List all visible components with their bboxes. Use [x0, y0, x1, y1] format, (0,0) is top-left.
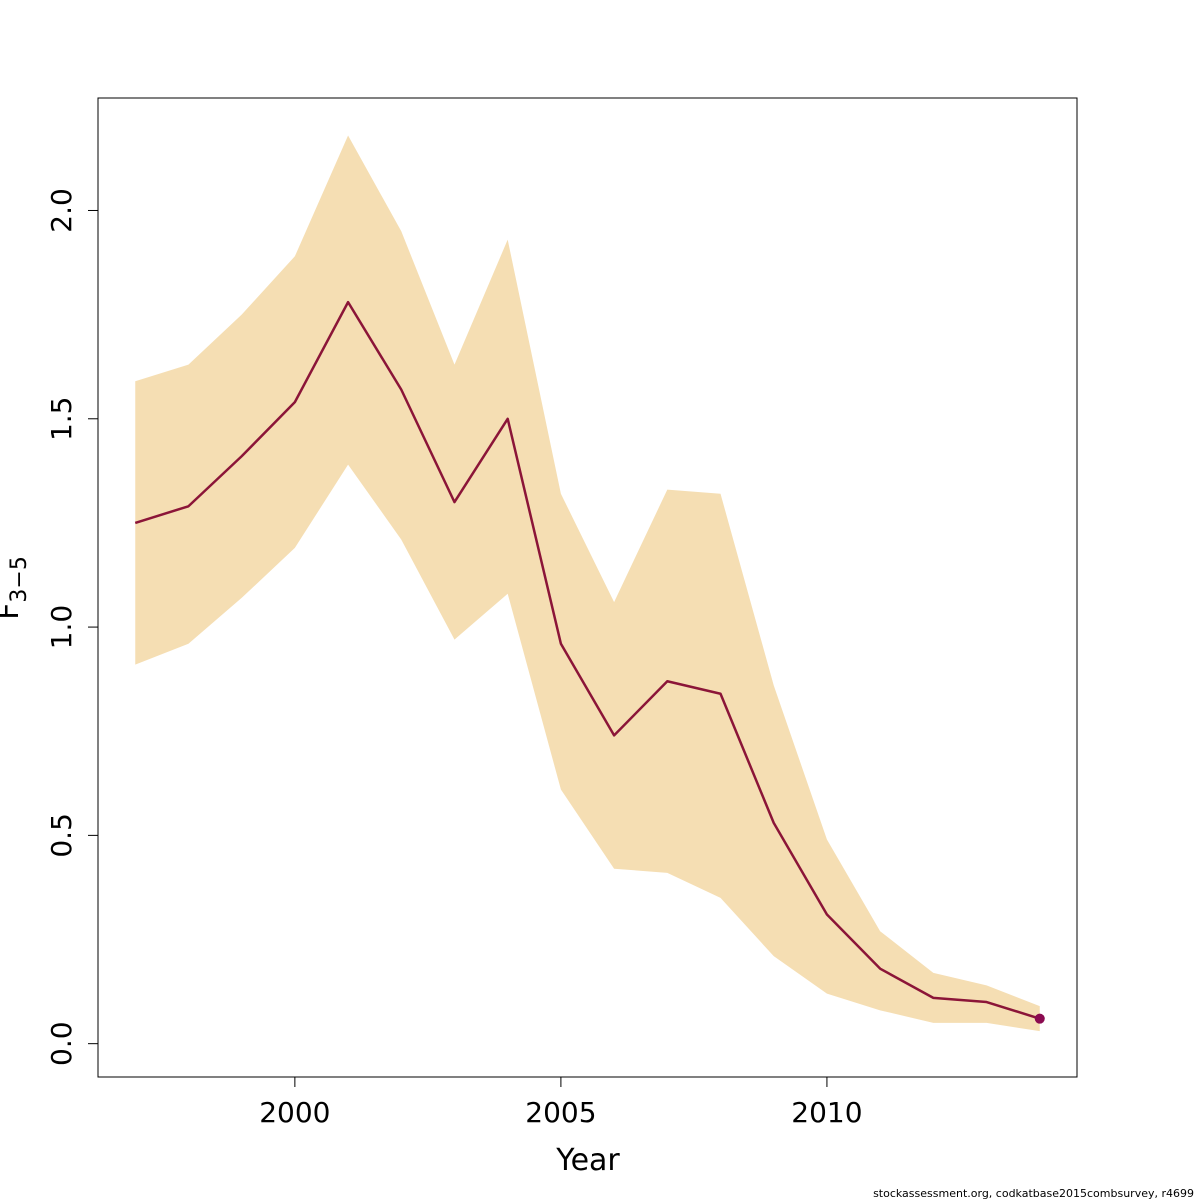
y-axis-title-main: F	[0, 603, 26, 620]
y-tick-label: 0.5	[45, 813, 78, 858]
confidence-band	[135, 135, 1040, 1032]
x-tick-label: 2000	[259, 1096, 330, 1129]
x-tick-label: 2010	[791, 1096, 862, 1129]
estimate-line-layer	[134, 300, 1045, 1024]
confidence-band-layer	[135, 135, 1040, 1032]
y-axis-title-subscript: 3−5	[7, 556, 32, 602]
y-axis-title: F3−5	[0, 556, 32, 620]
x-axis: 2000 2005 2010	[259, 1076, 863, 1129]
y-tick-label: 1.0	[45, 605, 78, 650]
y-axis: 0.0 0.5 1.0 1.5 2.0	[45, 188, 99, 1066]
footer-text: stockassessment.org, codkatbase2015combs…	[873, 1187, 1194, 1200]
y-tick-label: 1.5	[45, 397, 78, 442]
x-axis-title: Year	[555, 1143, 620, 1178]
estimate-line	[134, 300, 1041, 1020]
x-tick-label: 2005	[525, 1096, 596, 1129]
terminal-point	[1034, 1013, 1045, 1024]
y-tick-label: 2.0	[45, 188, 78, 233]
y-tick-label: 0.0	[45, 1021, 78, 1066]
